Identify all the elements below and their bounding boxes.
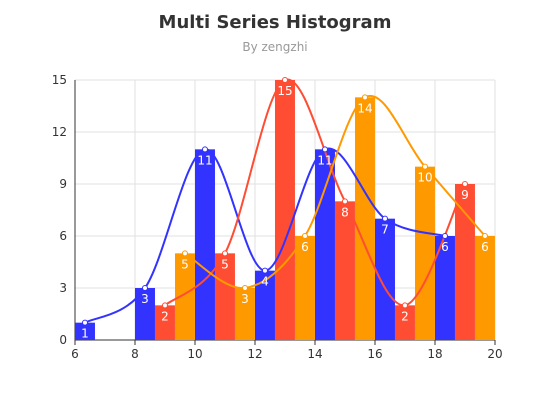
bar-value-label: 11 <box>197 153 212 167</box>
data-point <box>241 285 248 291</box>
x-tick-label: 14 <box>307 347 322 361</box>
histogram-bar <box>375 218 395 340</box>
bar-value-label: 6 <box>441 240 449 254</box>
histogram-bar <box>174 253 195 340</box>
data-point <box>401 302 408 309</box>
bar-value-label: 6 <box>481 240 489 254</box>
data-point <box>301 233 308 239</box>
histogram-bar <box>474 236 495 340</box>
bar-value-label: 4 <box>261 275 269 289</box>
histogram-bar <box>414 166 435 340</box>
histogram-bar <box>435 236 455 340</box>
x-tick-label: 20 <box>487 347 502 361</box>
bar-value-label: 3 <box>141 292 149 306</box>
histogram-bar <box>195 149 215 340</box>
histogram-bar <box>255 270 275 340</box>
x-tick-label: 10 <box>187 347 202 361</box>
chart-title: Multi Series Histogram <box>158 12 392 33</box>
y-tick-label: 12 <box>52 125 67 139</box>
histogram-bar <box>75 322 95 340</box>
x-tick-label: 6 <box>71 347 79 361</box>
data-point <box>441 233 448 239</box>
histogram-bar <box>315 149 335 340</box>
x-tick-label: 18 <box>427 347 442 361</box>
data-point <box>281 77 288 83</box>
y-tick-label: 0 <box>59 333 67 347</box>
y-tick-label: 6 <box>59 229 67 243</box>
x-tick-label: 8 <box>131 347 139 361</box>
bar-value-label: 2 <box>161 309 169 323</box>
bar-value-label: 5 <box>181 257 189 271</box>
data-point <box>161 302 168 309</box>
histogram-bar <box>154 305 175 340</box>
data-point <box>361 94 368 101</box>
data-point <box>481 233 488 239</box>
histogram-bar <box>234 288 255 340</box>
data-point <box>261 267 268 274</box>
histogram-bar <box>274 80 295 340</box>
histogram-bar <box>135 288 155 340</box>
y-tick-label: 9 <box>59 177 67 191</box>
data-point <box>461 181 468 187</box>
x-tick-label: 16 <box>367 347 382 361</box>
bar-value-label: 2 <box>401 309 409 323</box>
data-point <box>141 285 148 291</box>
data-point <box>321 146 328 153</box>
data-point <box>81 319 88 326</box>
bar-value-label: 8 <box>341 205 349 219</box>
bar-value-label: 1 <box>81 327 89 341</box>
bar-value-label: 11 <box>317 153 332 167</box>
chart-subtitle: By zengzhi <box>242 40 308 54</box>
histogram-bar <box>454 184 475 340</box>
histogram-bar <box>214 253 235 340</box>
histogram-bar <box>334 201 355 340</box>
data-point <box>181 250 188 257</box>
bar-value-label: 9 <box>461 188 469 202</box>
histogram-bar <box>394 305 415 340</box>
data-point <box>421 163 428 170</box>
data-point <box>201 146 208 153</box>
bar-value-label: 10 <box>417 171 432 185</box>
bar-value-label: 15 <box>277 84 292 98</box>
histogram-bar <box>294 236 315 340</box>
bar-value-label: 6 <box>301 240 309 254</box>
y-tick-label: 3 <box>59 281 67 295</box>
bar-value-label: 5 <box>221 257 229 271</box>
bar-value-label: 7 <box>381 223 389 237</box>
data-point <box>221 250 228 257</box>
bar-value-label: 14 <box>357 101 372 115</box>
data-point <box>341 198 348 205</box>
x-tick-label: 12 <box>247 347 262 361</box>
y-tick-label: 15 <box>52 73 67 87</box>
bar-value-label: 3 <box>241 292 249 306</box>
data-point <box>381 215 388 222</box>
histogram-bar <box>354 97 375 340</box>
